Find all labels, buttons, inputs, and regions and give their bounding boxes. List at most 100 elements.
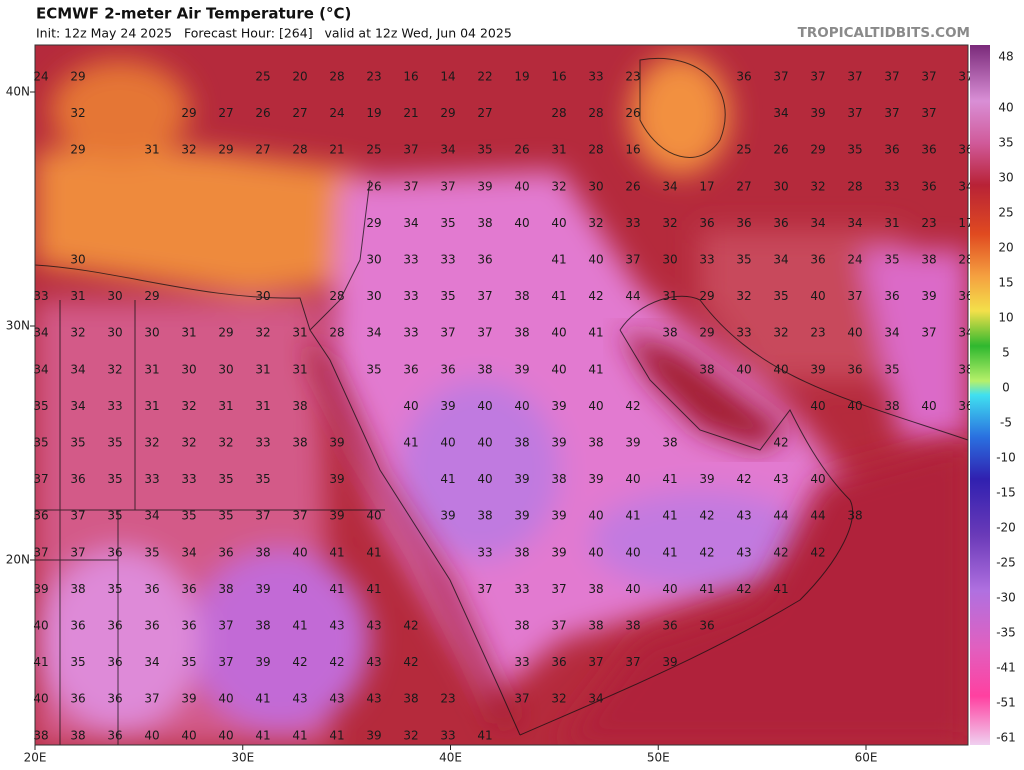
temperature-label: 42 [773, 545, 788, 559]
temperature-label: 34 [662, 179, 677, 193]
temperature-label: 36 [107, 619, 122, 633]
temperature-label: 41 [773, 582, 788, 596]
temperature-label: 40 [662, 582, 677, 596]
temperature-label: 39 [551, 399, 566, 413]
temperature-label: 40 [218, 692, 233, 706]
temperature-label: 41 [662, 509, 677, 523]
temperature-label: 39 [514, 509, 529, 523]
temperature-label: 37 [403, 179, 418, 193]
temperature-label: 36 [144, 582, 159, 596]
temperature-label: 35 [107, 509, 122, 523]
temperature-label: 39 [33, 582, 48, 596]
temperature-label: 21 [403, 106, 418, 120]
temperature-label: 39 [514, 472, 529, 486]
colorbar-label: -15 [996, 486, 1016, 500]
temperature-label: 34 [144, 509, 159, 523]
temperature-label: 30 [366, 289, 381, 303]
temperature-label: 43 [736, 545, 751, 559]
temperature-label: 35 [736, 253, 751, 267]
temperature-label: 37 [847, 106, 862, 120]
temperature-label: 35 [477, 143, 492, 157]
colorbar-label: 35 [998, 136, 1013, 150]
temperature-label: 36 [736, 216, 751, 230]
temperature-label: 34 [958, 179, 973, 193]
temperature-label: 41 [329, 582, 344, 596]
temperature-label: 36 [107, 692, 122, 706]
temperature-label: 39 [625, 436, 640, 450]
temperature-label: 40 [33, 692, 48, 706]
temperature-label: 34 [33, 326, 48, 340]
temperature-label: 31 [255, 399, 270, 413]
temperature-label: 36 [70, 692, 85, 706]
colorbar-label: 48 [998, 50, 1013, 64]
temperature-label: 38 [921, 253, 936, 267]
temperature-label: 30 [218, 362, 233, 376]
temperature-label: 37 [847, 289, 862, 303]
temperature-label: 42 [403, 655, 418, 669]
temperature-label: 26 [625, 179, 640, 193]
temperature-label: 33 [440, 728, 455, 742]
lat-label: 30N [6, 319, 30, 333]
temperature-label: 36 [662, 619, 677, 633]
colorbar-label: 15 [998, 276, 1013, 290]
temperature-label: 40 [588, 253, 603, 267]
temperature-label: 23 [921, 216, 936, 230]
temperature-label: 30 [144, 326, 159, 340]
temperature-label: 31 [255, 362, 270, 376]
temperature-label: 38 [477, 509, 492, 523]
temperature-label: 32 [551, 179, 566, 193]
temperature-label: 40 [588, 399, 603, 413]
temperature-label: 32 [773, 326, 788, 340]
temperature-label: 35 [255, 472, 270, 486]
temperature-label: 40 [477, 436, 492, 450]
lon-label: 50E [647, 751, 670, 765]
temperature-label: 35 [70, 655, 85, 669]
temperature-label: 33 [181, 472, 196, 486]
temperature-label: 36 [107, 655, 122, 669]
temperature-label: 38 [884, 399, 899, 413]
temperature-label: 29 [218, 326, 233, 340]
temperature-label: 33 [588, 70, 603, 84]
colorbar-label: -35 [996, 626, 1016, 640]
temperature-label: 40 [440, 436, 455, 450]
temperature-label: 39 [588, 472, 603, 486]
temperature-label: 41 [292, 728, 307, 742]
temperature-label: 38 [33, 728, 48, 742]
temperature-label: 34 [440, 143, 455, 157]
temperature-label: 33 [107, 399, 122, 413]
lon-label: 30E [231, 751, 254, 765]
temperature-label: 36 [847, 362, 862, 376]
temperature-label: 37 [70, 509, 85, 523]
temperature-label: 42 [329, 655, 344, 669]
temperature-label: 28 [292, 143, 307, 157]
temperature-label: 38 [255, 619, 270, 633]
temperature-label: 41 [292, 619, 307, 633]
temperature-label: 36 [70, 472, 85, 486]
temperature-label: 17 [699, 179, 714, 193]
temperature-label: 32 [181, 143, 196, 157]
title: ECMWF 2-meter Air Temperature (°C) [36, 5, 351, 23]
temperature-label: 14 [440, 70, 455, 84]
temperature-label: 28 [329, 326, 344, 340]
temperature-label: 38 [588, 582, 603, 596]
temperature-label: 37 [625, 655, 640, 669]
temperature-label: 37 [33, 472, 48, 486]
temperature-label: 33 [625, 216, 640, 230]
temperature-label: 44 [773, 509, 788, 523]
colorbar-label: -51 [996, 696, 1016, 710]
temperature-label: 35 [33, 436, 48, 450]
temperature-label: 19 [514, 70, 529, 84]
temperature-label: 26 [255, 106, 270, 120]
temperature-label: 25 [255, 70, 270, 84]
temperature-label: 40 [625, 472, 640, 486]
subtitle: Init: 12z May 24 2025 Forecast Hour: [26… [36, 26, 512, 41]
temperature-label: 38 [699, 362, 714, 376]
temperature-label: 36 [884, 289, 899, 303]
temperature-label: 40 [625, 582, 640, 596]
temperature-label: 37 [477, 326, 492, 340]
temperature-label: 42 [292, 655, 307, 669]
temperature-label: 29 [70, 143, 85, 157]
temperature-labels: 24 29 25 20 28 23 16 14 22 19 16 33 23 36 37 37 37 37 37 37… [33, 70, 973, 743]
colorbar-label: 5 [1002, 346, 1010, 360]
temperature-label: 36 [403, 362, 418, 376]
